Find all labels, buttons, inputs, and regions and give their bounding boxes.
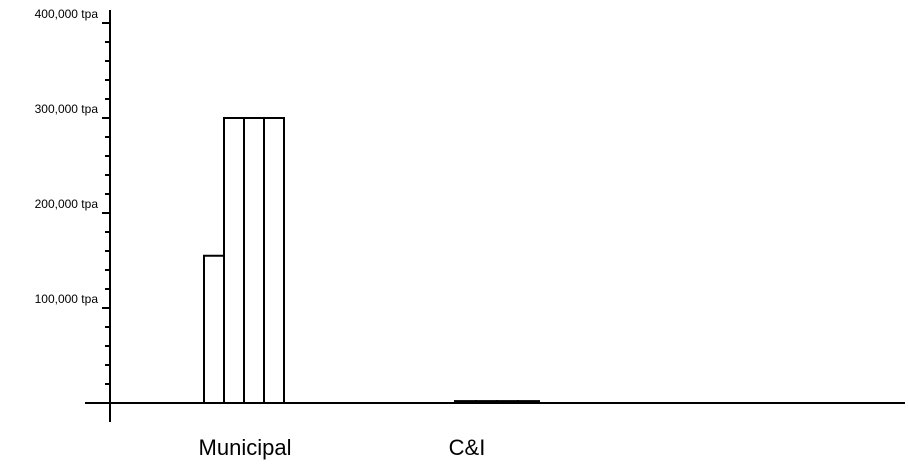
y-tick-label: 100,000 tpa [35, 292, 99, 306]
y-tick-label: 300,000 tpa [35, 102, 99, 116]
bar-municipal-3 [243, 117, 265, 404]
bars-group [203, 117, 540, 405]
bar-municipal-2 [223, 117, 245, 404]
y-tick-label: 400,000 tpa [35, 7, 99, 21]
y-minor-ticks [102, 22, 110, 385]
bar-municipal-1 [203, 254, 225, 404]
category-label: C&I [449, 435, 486, 460]
y-tick-labels: 100,000 tpa 200,000 tpa 300,000 tpa 400,000… [35, 7, 99, 306]
bar-municipal-4 [263, 117, 285, 404]
y-tick-label: 200,000 tpa [35, 197, 99, 211]
category-labels: Municipal C&I [199, 435, 486, 460]
category-label: Municipal [199, 435, 292, 460]
